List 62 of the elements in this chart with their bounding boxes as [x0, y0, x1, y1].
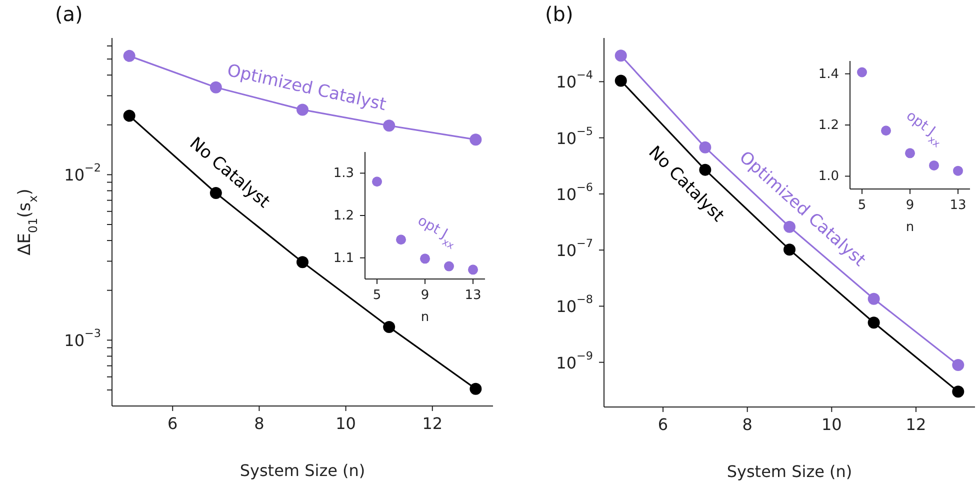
- point: [784, 220, 796, 233]
- point: [420, 254, 430, 264]
- point: [468, 264, 478, 275]
- y-tick-label: 10$^{−3}$: [64, 327, 101, 350]
- y-tick-label: 1.1: [333, 250, 354, 266]
- y-tick-label: 10$^{−8}$: [556, 293, 593, 316]
- x-tick-label: 13: [464, 288, 482, 303]
- point: [868, 316, 880, 329]
- y-tick-label: 10$^{−4}$: [556, 68, 593, 92]
- y-tick-label: 1.4: [818, 66, 839, 82]
- point: [383, 120, 396, 132]
- point: [868, 292, 880, 305]
- point: [123, 50, 136, 62]
- x-tick-label: 8: [254, 414, 264, 433]
- point: [952, 359, 964, 372]
- point: [952, 386, 964, 398]
- y-tick-label: 10$^{−6}$: [556, 180, 593, 204]
- point: [470, 134, 482, 146]
- y-tick-label: 1.2: [818, 118, 839, 132]
- x-axis-title: System Size (n): [726, 462, 852, 481]
- point: [296, 256, 308, 268]
- x-tick-label: 5: [372, 288, 382, 303]
- point: [614, 74, 627, 87]
- point: [905, 148, 915, 158]
- x-tick-label: 12: [422, 414, 443, 433]
- x-axis-title: System Size (n): [240, 461, 366, 480]
- x-tick-label: 9: [420, 288, 430, 303]
- point: [123, 110, 136, 122]
- point: [784, 244, 796, 256]
- x-tick-label: 13: [950, 198, 966, 213]
- point: [383, 321, 396, 334]
- y-tick-label: 10$^{−2}$: [64, 162, 101, 184]
- y-tick-label: 10$^{−9}$: [556, 349, 593, 372]
- y-tick-label: 10$^{−5}$: [556, 124, 593, 148]
- x-tick-label: 9: [906, 198, 914, 213]
- x-tick-label: 6: [658, 415, 668, 434]
- x-tick-label: 10: [821, 415, 842, 434]
- point: [396, 234, 406, 245]
- y-tick-label: 1.3: [333, 166, 354, 181]
- point: [296, 104, 308, 116]
- y-tick-label: 1.0: [818, 168, 839, 184]
- point: [372, 176, 382, 187]
- x-tick-label: 5: [858, 198, 866, 213]
- y-tick-label: 1.2: [333, 208, 354, 223]
- chart-title: (a): [55, 2, 83, 26]
- point: [444, 261, 454, 272]
- x-tick-label: 12: [906, 415, 926, 434]
- point: [857, 67, 867, 78]
- point: [210, 81, 222, 94]
- point: [614, 50, 627, 62]
- x-axis-title: n: [906, 220, 914, 235]
- point: [699, 141, 712, 154]
- x-tick-label: 10: [336, 414, 356, 433]
- x-axis-title: n: [420, 310, 430, 325]
- point: [470, 382, 482, 395]
- point: [881, 126, 891, 136]
- x-tick-label: 6: [168, 414, 178, 433]
- y-tick-label: 10$^{−7}$: [556, 237, 593, 260]
- point: [929, 160, 939, 170]
- chart-title: (b): [545, 2, 574, 26]
- point: [953, 166, 963, 176]
- x-tick-label: 8: [742, 415, 752, 434]
